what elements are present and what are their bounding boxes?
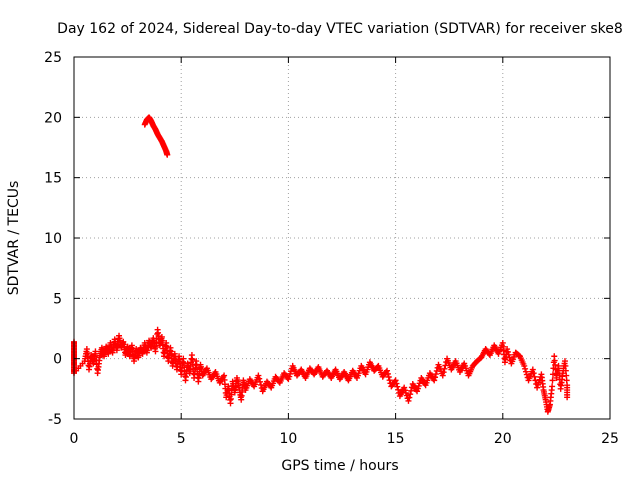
data-point bbox=[394, 383, 401, 390]
x-axis-label: GPS time / hours bbox=[281, 458, 398, 474]
data-point bbox=[256, 375, 263, 382]
y-axis-label: SDTVAR / TECUs bbox=[6, 181, 22, 296]
data-point bbox=[504, 348, 511, 355]
axis-ticks bbox=[73, 56, 611, 420]
data-point bbox=[406, 394, 413, 401]
data-point bbox=[549, 383, 556, 390]
x-tick-label: 5 bbox=[177, 431, 186, 447]
data-point bbox=[529, 366, 536, 373]
axis-tick-labels: 0 5 10 15 20 25 -5 0 5 10 15 20 25 bbox=[44, 50, 619, 447]
data-point bbox=[506, 354, 513, 361]
data-point bbox=[407, 391, 414, 398]
data-point bbox=[408, 387, 415, 394]
data-point bbox=[532, 377, 539, 384]
data-point bbox=[405, 397, 412, 404]
data-point bbox=[522, 368, 529, 375]
chart-title: Day 162 of 2024, Sidereal Day-to-day VTE… bbox=[57, 21, 623, 37]
y-tick-label: 15 bbox=[44, 171, 62, 187]
data-points bbox=[71, 114, 571, 415]
y-tick-label: 5 bbox=[53, 291, 62, 307]
data-point bbox=[431, 377, 438, 384]
x-tick-label: 10 bbox=[279, 431, 297, 447]
data-point bbox=[549, 371, 556, 378]
data-point bbox=[432, 374, 439, 381]
y-tick-label: 10 bbox=[44, 231, 62, 247]
y-tick-label: 25 bbox=[44, 50, 62, 66]
grid-lines bbox=[74, 57, 610, 419]
data-point bbox=[164, 151, 171, 158]
x-tick-label: 25 bbox=[601, 431, 619, 447]
data-point bbox=[439, 372, 446, 379]
data-point bbox=[440, 369, 447, 376]
y-tick-label: 20 bbox=[44, 110, 62, 126]
data-point bbox=[441, 365, 448, 372]
x-tick-label: 15 bbox=[387, 431, 405, 447]
data-point bbox=[530, 370, 537, 377]
data-point bbox=[521, 362, 528, 369]
data-point bbox=[505, 351, 512, 358]
data-point bbox=[386, 377, 393, 384]
data-point bbox=[384, 370, 391, 377]
data-point bbox=[549, 377, 556, 384]
data-point bbox=[385, 374, 392, 381]
data-point bbox=[531, 373, 538, 380]
data-point bbox=[392, 377, 399, 384]
data-point bbox=[504, 346, 511, 353]
x-tick-label: 0 bbox=[70, 431, 79, 447]
data-point bbox=[255, 372, 262, 379]
data-point bbox=[395, 386, 402, 393]
data-point bbox=[432, 371, 439, 378]
y-tick-label: 0 bbox=[53, 352, 62, 368]
data-point bbox=[522, 365, 529, 372]
data-point bbox=[257, 378, 264, 385]
data-point bbox=[393, 380, 400, 387]
data-point bbox=[523, 371, 530, 378]
y-tick-label: -5 bbox=[48, 412, 62, 428]
data-point bbox=[384, 367, 391, 374]
data-point bbox=[564, 394, 571, 401]
x-tick-label: 20 bbox=[494, 431, 512, 447]
